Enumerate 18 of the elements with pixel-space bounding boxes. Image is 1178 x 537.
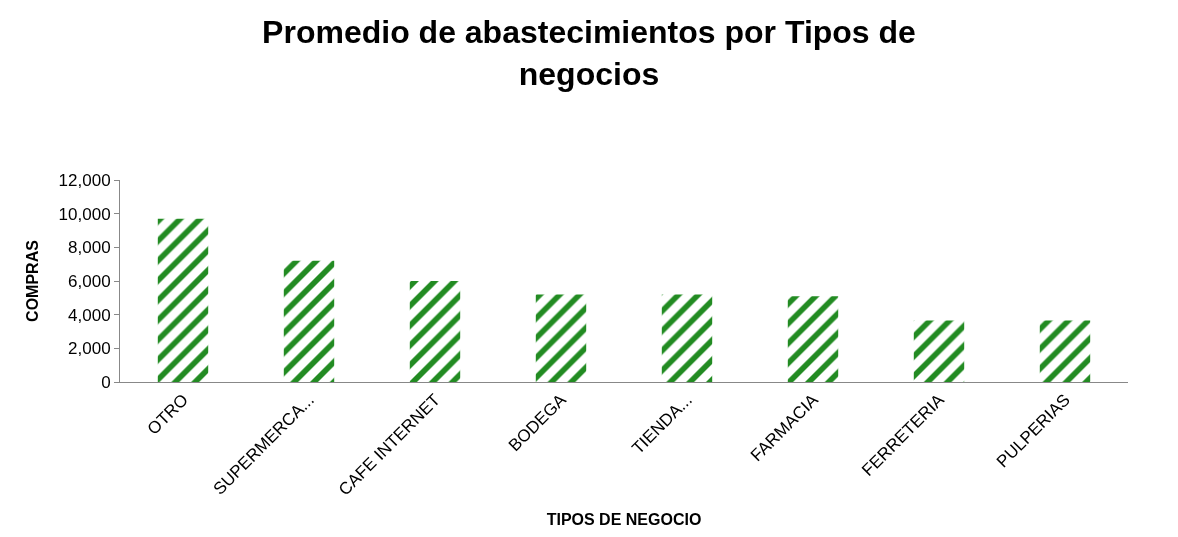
y-tick-label: 8,000 xyxy=(68,238,111,258)
bar xyxy=(157,218,209,382)
bar xyxy=(1039,320,1091,382)
y-axis-title: COMPRAS xyxy=(24,239,42,322)
y-tick-label: 10,000 xyxy=(58,204,111,224)
x-axis-title: TIPOS DE NEGOCIO xyxy=(546,510,702,528)
bar xyxy=(409,281,461,382)
bar xyxy=(913,320,965,382)
y-tick-label: 0 xyxy=(101,372,111,392)
bar xyxy=(787,296,839,382)
bar xyxy=(535,294,587,382)
y-tick-label: 12,000 xyxy=(58,170,111,190)
y-tick-label: 6,000 xyxy=(68,271,111,291)
y-tick-label: 2,000 xyxy=(68,339,111,359)
y-tick-label: 4,000 xyxy=(68,305,111,325)
bar xyxy=(283,260,335,382)
bar xyxy=(661,294,713,382)
chart-title: Promedio de abastecimientos por Tipos de negocios xyxy=(262,13,916,92)
